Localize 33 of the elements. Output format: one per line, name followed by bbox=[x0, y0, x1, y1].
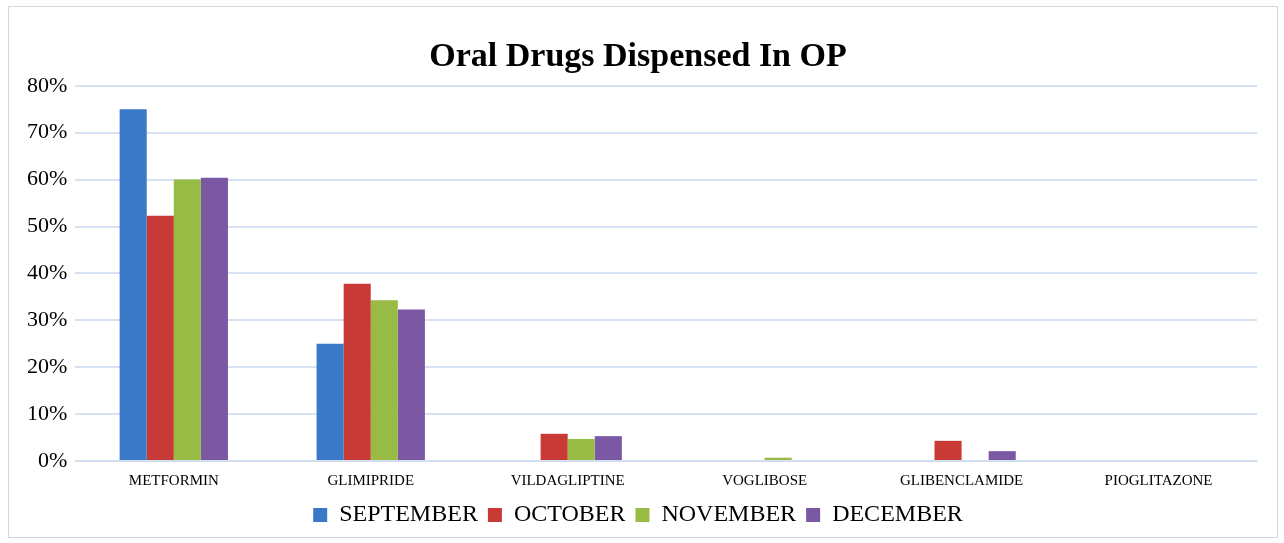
x-tick-label: VILDAGLIPTINE bbox=[510, 471, 625, 488]
y-tick-label: 40% bbox=[27, 259, 68, 285]
legend-label: NOVEMBER bbox=[661, 500, 797, 527]
y-tick-label: 0% bbox=[38, 446, 68, 472]
bar bbox=[988, 451, 1016, 460]
y-tick-label: 30% bbox=[27, 306, 68, 332]
x-tick-label: GLIMIPRIDE bbox=[327, 471, 415, 488]
bar bbox=[594, 436, 622, 460]
y-tick-label: 70% bbox=[27, 118, 68, 144]
y-tick-label: 20% bbox=[27, 352, 68, 378]
y-tick-label: 80% bbox=[27, 71, 68, 97]
bar bbox=[173, 179, 201, 460]
y-tick-label: 60% bbox=[27, 165, 68, 191]
bar bbox=[343, 283, 371, 460]
bar bbox=[146, 215, 174, 460]
legend-label: SEPTEMBER bbox=[339, 500, 478, 527]
legend-label: OCTOBER bbox=[513, 500, 626, 527]
bar bbox=[397, 309, 425, 460]
bar bbox=[370, 300, 398, 460]
x-tick-label: PIOGLITAZONE bbox=[1104, 471, 1213, 488]
x-tick-label: METFORMIN bbox=[128, 471, 219, 488]
bar bbox=[200, 177, 228, 460]
bar bbox=[316, 343, 344, 460]
legend-label: DECEMBER bbox=[832, 500, 963, 527]
chart-title: Oral Drugs Dispensed In OP bbox=[429, 36, 847, 74]
y-tick-label: 50% bbox=[27, 212, 68, 238]
y-tick-label: 10% bbox=[27, 399, 68, 425]
bar bbox=[567, 438, 595, 460]
x-tick-label: GLIBENCLAMIDE bbox=[899, 471, 1024, 488]
bar bbox=[119, 109, 147, 460]
bar bbox=[540, 433, 568, 460]
bar bbox=[934, 440, 962, 460]
x-tick-label: VOGLIBOSE bbox=[722, 471, 808, 488]
